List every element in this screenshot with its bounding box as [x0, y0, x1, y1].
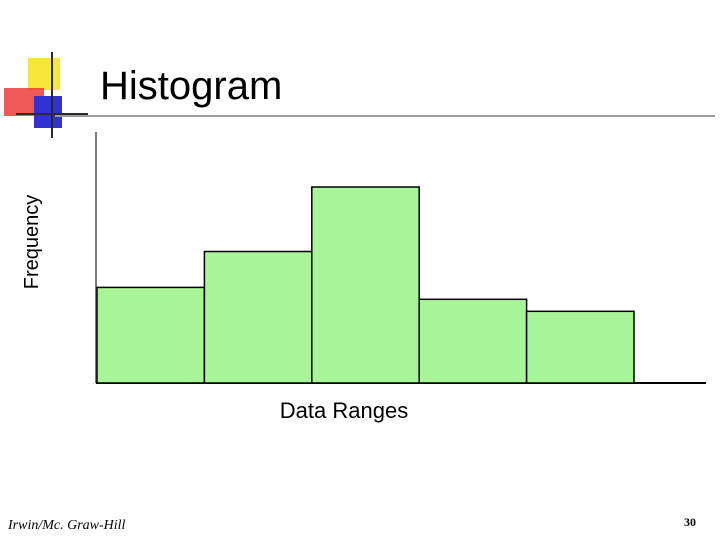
logo-yellow-square — [28, 58, 60, 90]
histogram-bar-4 — [418, 298, 528, 384]
title-divider — [55, 115, 715, 117]
page-number: 30 — [684, 515, 696, 529]
x-axis-label: Data Ranges — [280, 398, 408, 423]
histogram-bars — [96, 186, 635, 384]
y-axis-label: Frequency — [21, 195, 43, 290]
slide-title: Histogram — [100, 64, 283, 108]
histogram-bar-1 — [96, 286, 206, 384]
histogram-bar-5 — [525, 310, 635, 384]
logo-blue-square — [34, 96, 62, 128]
histogram-bar-2 — [203, 250, 313, 384]
footer-publisher: Irwin/Mc. Graw-Hill — [8, 518, 126, 533]
histogram-bar-3 — [311, 186, 420, 384]
slide-logo — [4, 52, 88, 138]
